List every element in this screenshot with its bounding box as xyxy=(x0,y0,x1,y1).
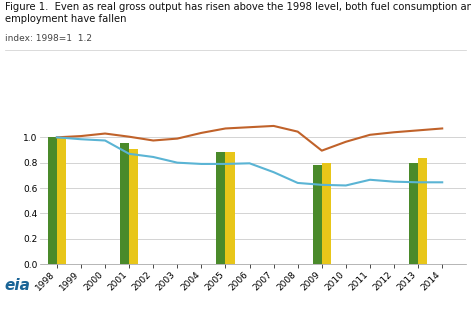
Bar xyxy=(48,137,57,264)
Text: index: 1998=1  1.2: index: 1998=1 1.2 xyxy=(5,34,92,43)
Bar xyxy=(57,137,66,264)
Text: employment have fallen: employment have fallen xyxy=(5,14,126,24)
Text: eia: eia xyxy=(5,278,31,293)
Bar xyxy=(216,152,226,264)
Bar xyxy=(409,163,418,264)
Bar xyxy=(418,158,427,264)
Bar xyxy=(120,143,129,264)
Bar xyxy=(322,163,331,264)
Bar xyxy=(313,165,322,264)
Bar xyxy=(226,152,235,264)
Text: Figure 1.  Even as real gross output has risen above the 1998 level, both fuel c: Figure 1. Even as real gross output has … xyxy=(5,2,471,12)
Bar xyxy=(129,149,138,264)
